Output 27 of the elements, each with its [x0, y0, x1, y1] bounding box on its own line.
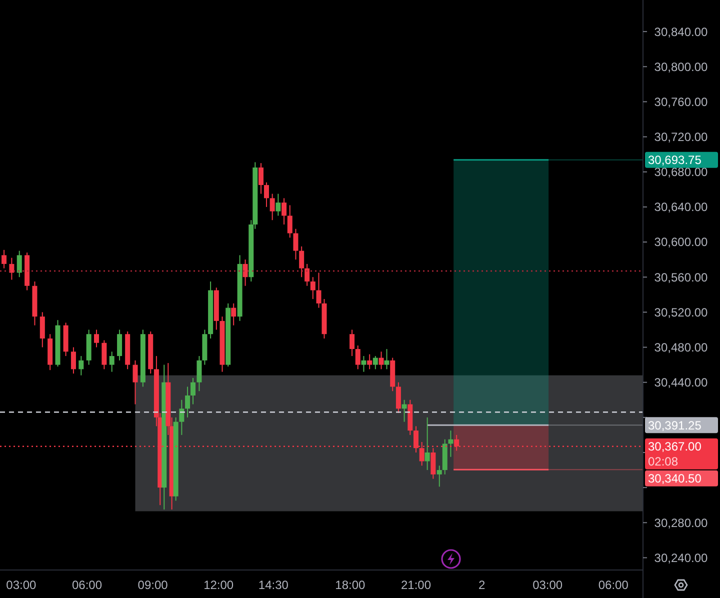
y-tick-label: 30,760.00: [654, 94, 708, 109]
y-tick-label: 30,480.00: [654, 340, 708, 354]
y-tick-label: 30,680.00: [654, 165, 708, 180]
ref-line-label: 30,367.00 02:08: [648, 440, 702, 469]
y-tick-label: 30,800.00: [654, 60, 708, 74]
x-tick-label: 18:00: [335, 578, 366, 592]
x-tick-label: 03:00: [6, 578, 37, 592]
x-tick-label: 21:00: [400, 578, 432, 592]
x-tick-label: 03:00: [532, 578, 563, 592]
y-tick-label: 30,840.00: [654, 24, 708, 39]
y-tick-label: 30,640.00: [654, 200, 708, 214]
x-tick-label: 14:30: [258, 578, 289, 592]
y-tick-label: 30,240.00: [654, 550, 708, 565]
x-tick-label: 2: [478, 578, 486, 592]
y-tick-label: 30,280.00: [654, 516, 708, 530]
ref-line-label: 30,693.75: [648, 153, 702, 168]
x-tick-label: 06:00: [598, 578, 629, 592]
y-tick-label: 30,520.00: [654, 305, 708, 320]
y-tick-label: 30,440.00: [654, 376, 708, 390]
ref-line-label: 30,391.25: [648, 418, 702, 432]
y-tick-label: 30,560.00: [654, 270, 708, 284]
x-tick-label: 09:00: [138, 578, 168, 592]
y-tick-label: 30,600.00: [654, 235, 708, 250]
ref-line-label: 30,340.50: [648, 472, 702, 486]
x-tick-label: 06:00: [72, 578, 102, 592]
y-tick-label: 30,720.00: [654, 130, 708, 144]
x-tick-label: 12:00: [204, 578, 234, 592]
